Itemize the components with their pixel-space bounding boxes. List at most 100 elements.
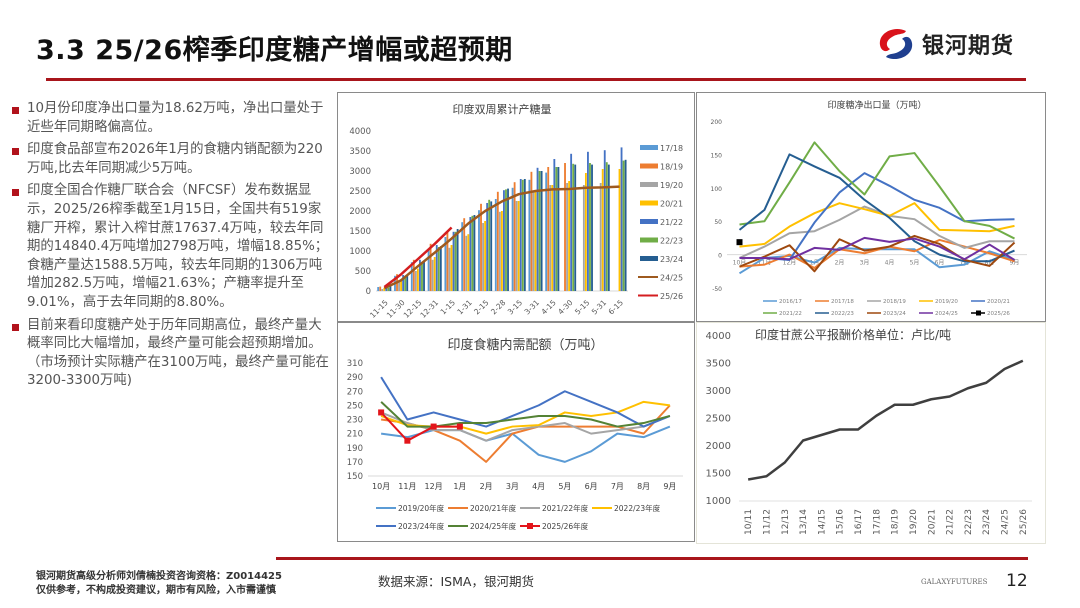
legend-swatch: [640, 182, 658, 187]
legend-label: 2019/20: [935, 299, 958, 305]
bullet-text: 印度食品部宣布2026年1月的食糖内销配额为220万吨,比去年同期减少5万吨。: [27, 142, 323, 176]
y-tick-label: 2000: [706, 441, 731, 452]
chart-panel-frp-price: 印度甘蔗公平报酬价格单位：卢比/吨 1000 1500 2000 2500 3000 350…: [696, 322, 1046, 544]
legend-label: 2021/22年度: [542, 503, 589, 513]
y-tick-label: 3500: [706, 359, 731, 370]
x-tick-label: 3-15: [506, 298, 525, 317]
bar-23-24: [523, 179, 526, 291]
bar-23-24: [507, 188, 509, 291]
bar-17-18: [461, 222, 464, 291]
data-point-marker: [430, 423, 437, 430]
bar-21-22: [402, 275, 405, 291]
legend-label: 2020/21年度: [470, 503, 517, 513]
bar-21-22: [536, 167, 539, 291]
legend-marker: [976, 310, 981, 316]
legend-label: 2023/24: [883, 311, 906, 317]
bar-23-24: [389, 286, 392, 291]
bar-22-23: [387, 287, 390, 291]
bar-23-24: [624, 159, 627, 291]
logo-text: 银河期货: [922, 34, 1015, 59]
legend-label: 2025/26年度: [542, 521, 589, 531]
company-logo: 银河期货: [876, 27, 1014, 61]
bar-23-24: [473, 215, 476, 291]
x-tick-label: 9月: [663, 482, 676, 491]
x-tick-label: 2-28: [489, 298, 508, 317]
bar-18-19: [547, 167, 550, 291]
bar-21-22: [620, 147, 623, 291]
bar-21-22: [519, 179, 522, 291]
bar-22-23: [605, 162, 608, 291]
x-tick-label: 12-31: [418, 298, 440, 320]
bar-21-22: [435, 245, 438, 291]
legend-label: 25/26: [660, 292, 683, 301]
data-point-marker: [456, 423, 463, 430]
data-point-marker: [378, 409, 385, 416]
bar-18-19: [496, 191, 499, 291]
x-tick-label: 25/26: [1019, 509, 1029, 535]
bar-22-23: [437, 247, 440, 291]
bar-21-22: [587, 151, 589, 291]
footer-disclaimer: 银河期货高级分析师刘倩楠投资咨询资格：Z0014425 仅供参考，不构成投资建议…: [36, 570, 282, 598]
x-tick-label: 21/22: [946, 509, 956, 535]
line-series-24-25: [383, 185, 620, 290]
analyst-credential: 银河期货高级分析师刘倩楠投资咨询资格：Z0014425: [36, 571, 282, 582]
y-tick-label: 100: [711, 186, 723, 193]
x-tick-label: 3月: [506, 482, 519, 491]
footer-divider: [276, 557, 1028, 560]
x-tick-label: 6-15: [607, 298, 626, 317]
legend-label: 2024/25: [935, 311, 958, 317]
y-tick-label: 1000: [349, 247, 371, 257]
bar-23-24: [406, 275, 409, 291]
line-series-202425: [739, 236, 1016, 261]
legend-label: 2017/18: [831, 299, 854, 305]
bar-23-24: [557, 167, 560, 291]
y-tick-label: 150: [347, 472, 363, 482]
bar-21-22: [419, 259, 421, 291]
domestic-quota-chart: 印度食糖内需配额（万吨） 150 170 190 210 230 250 270 290 310 1…: [347, 337, 683, 531]
y-tick-label: 170: [347, 458, 363, 468]
y-tick-label: 310: [347, 359, 363, 369]
x-tick-label: 10月: [733, 260, 747, 267]
bar-23-24: [456, 229, 459, 291]
x-tick-label: 11月: [398, 482, 416, 491]
bar-20-21: [400, 279, 403, 291]
bar-22-23: [538, 171, 541, 291]
x-tick-label: 16/17: [854, 509, 864, 535]
legend-label: 2025/26: [987, 311, 1010, 317]
legend-label: 2020/21: [987, 299, 1010, 305]
x-tick-label: 10/11: [744, 509, 754, 535]
bar-19-20: [381, 289, 384, 291]
bar-18-19: [446, 231, 449, 291]
x-tick-label: 1月: [453, 482, 466, 491]
bullet-square-icon: [12, 323, 19, 331]
bullet-text: 目前来看印度糖产处于历年同期高位，最终产量大概率同比大幅增加，最终产量可能会超预…: [27, 317, 329, 389]
bar-20-21: [517, 201, 520, 291]
x-tick-label: 4-30: [556, 298, 575, 317]
chart-title: 印度食糖内需配额（万吨）: [447, 337, 603, 353]
bar-20-21: [601, 169, 604, 291]
x-tick-label: 6月: [935, 260, 945, 267]
y-tick-label: 1500: [706, 469, 731, 480]
x-tick-label: 17/18: [872, 509, 882, 535]
legend-swatch: [640, 200, 658, 206]
bar-17-18: [478, 210, 480, 291]
bullet-item: 目前来看印度糖产处于历年同期高位，最终产量大概率同比大幅增加，最终产量可能会超预…: [12, 317, 330, 391]
x-tick-label: 8月: [637, 482, 650, 491]
x-tick-label: 1-31: [455, 298, 474, 317]
bar-20-21: [484, 221, 487, 291]
legend-swatch: [640, 219, 658, 224]
legend-label: 24/25: [660, 274, 683, 283]
bar-20-21: [568, 181, 571, 291]
line-series-202324: [739, 234, 1016, 273]
line-series-201819: [739, 205, 1015, 259]
x-tick-label: 8月: [985, 260, 995, 267]
legend-label: 2023/24年度: [398, 521, 445, 531]
y-tick-label: 0: [366, 287, 371, 297]
bar-18-19: [513, 182, 516, 291]
bar-23-24: [607, 164, 610, 291]
bullet-square-icon: [12, 107, 19, 114]
y-tick-label: 500: [355, 267, 371, 277]
x-tick-label: 3月: [860, 260, 870, 267]
bar-17-18: [410, 262, 413, 291]
y-tick-label: 4000: [349, 127, 371, 137]
